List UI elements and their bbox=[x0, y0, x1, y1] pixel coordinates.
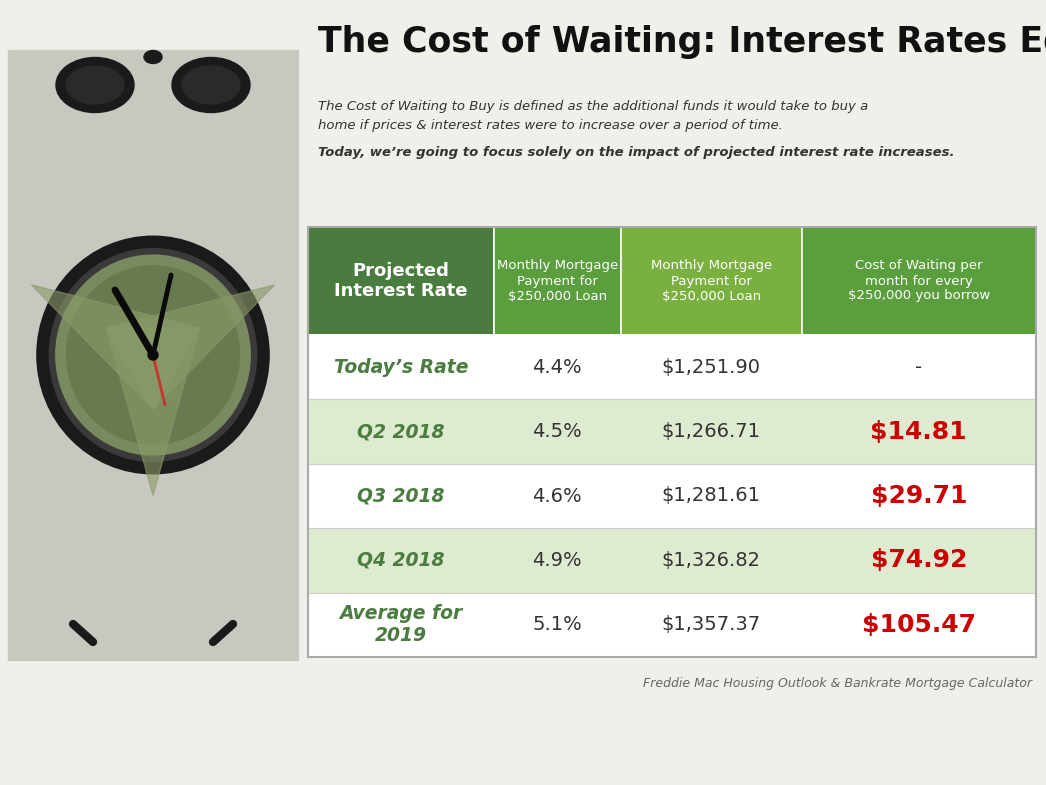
Text: Q4 2018: Q4 2018 bbox=[357, 551, 445, 570]
Ellipse shape bbox=[49, 249, 256, 462]
Text: 4.9%: 4.9% bbox=[532, 551, 583, 570]
Text: 4.4%: 4.4% bbox=[532, 358, 583, 377]
Polygon shape bbox=[107, 285, 275, 409]
Ellipse shape bbox=[66, 66, 124, 104]
Bar bbox=[308, 400, 1036, 464]
Bar bbox=[494, 227, 621, 335]
Bar bbox=[308, 227, 494, 335]
Text: $14.81: $14.81 bbox=[870, 420, 968, 444]
Text: -: - bbox=[915, 358, 923, 377]
Text: Average for
2019: Average for 2019 bbox=[339, 604, 462, 645]
Ellipse shape bbox=[55, 255, 250, 455]
Text: $1,281.61: $1,281.61 bbox=[662, 487, 760, 506]
Text: $1,251.90: $1,251.90 bbox=[662, 358, 760, 377]
Ellipse shape bbox=[67, 266, 240, 444]
Text: Today’s Rate: Today’s Rate bbox=[334, 358, 468, 377]
Bar bbox=[801, 227, 1036, 335]
Text: Q3 2018: Q3 2018 bbox=[357, 487, 445, 506]
Bar bbox=[308, 227, 1036, 657]
Text: Freddie Mac Housing Outlook & Bankrate Mortgage Calculator: Freddie Mac Housing Outlook & Bankrate M… bbox=[643, 677, 1032, 690]
Text: 5.1%: 5.1% bbox=[532, 615, 583, 634]
Bar bbox=[308, 593, 1036, 657]
Text: Today, we’re going to focus solely on the impact of projected interest rate incr: Today, we’re going to focus solely on th… bbox=[318, 146, 955, 159]
Bar bbox=[308, 335, 1036, 400]
Polygon shape bbox=[107, 328, 200, 495]
Bar bbox=[308, 528, 1036, 593]
Text: Projected
Interest Rate: Projected Interest Rate bbox=[334, 261, 468, 301]
Ellipse shape bbox=[37, 236, 269, 474]
Ellipse shape bbox=[172, 57, 250, 112]
Text: $74.92: $74.92 bbox=[870, 549, 967, 572]
Text: $1,357.37: $1,357.37 bbox=[662, 615, 760, 634]
Circle shape bbox=[147, 350, 158, 360]
Text: $1,326.82: $1,326.82 bbox=[662, 551, 760, 570]
Text: Monthly Mortgage
Payment for
$250,000 Loan: Monthly Mortgage Payment for $250,000 Lo… bbox=[651, 260, 772, 302]
Bar bbox=[308, 464, 1036, 528]
Text: $105.47: $105.47 bbox=[862, 613, 976, 637]
Text: Cost of Waiting per
month for every
$250,000 you borrow: Cost of Waiting per month for every $250… bbox=[847, 260, 990, 302]
Text: $29.71: $29.71 bbox=[870, 484, 968, 508]
Text: Monthly Mortgage
Payment for
$250,000 Loan: Monthly Mortgage Payment for $250,000 Lo… bbox=[497, 260, 618, 302]
Bar bbox=[8, 50, 298, 660]
Text: The Cost of Waiting: Interest Rates Edition: The Cost of Waiting: Interest Rates Edit… bbox=[318, 25, 1046, 59]
Text: $1,266.71: $1,266.71 bbox=[662, 422, 760, 441]
Ellipse shape bbox=[182, 66, 240, 104]
Ellipse shape bbox=[144, 50, 162, 64]
Polygon shape bbox=[31, 285, 200, 409]
Text: 4.6%: 4.6% bbox=[532, 487, 583, 506]
Ellipse shape bbox=[56, 57, 134, 112]
Bar bbox=[621, 227, 801, 335]
Text: The Cost of Waiting to Buy is defined as the additional funds it would take to b: The Cost of Waiting to Buy is defined as… bbox=[318, 100, 868, 132]
Text: 4.5%: 4.5% bbox=[532, 422, 583, 441]
Text: Q2 2018: Q2 2018 bbox=[357, 422, 445, 441]
